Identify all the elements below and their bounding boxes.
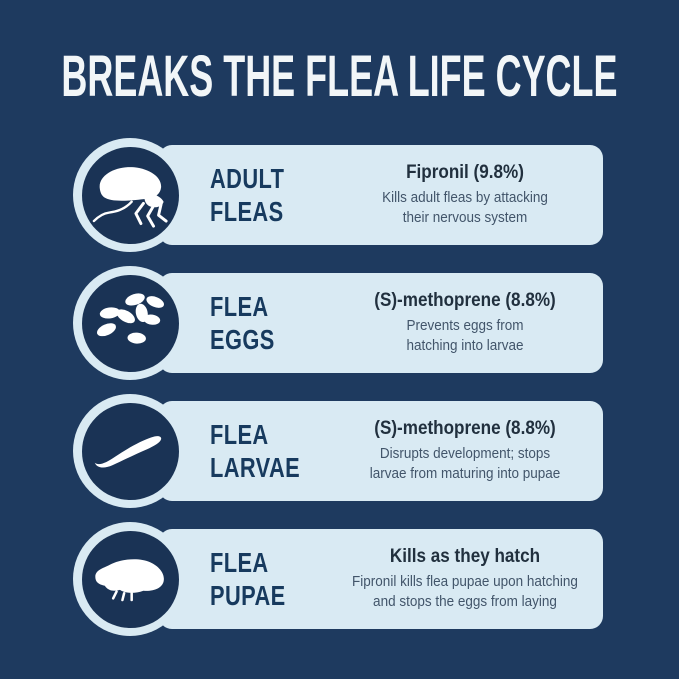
adult-flea-icon bbox=[92, 167, 168, 228]
row-description: (S)-methoprene (8.8%) Prevents eggs from… bbox=[330, 273, 600, 373]
label-line: LARVAE bbox=[210, 452, 301, 483]
flea-eggs-icon bbox=[97, 293, 164, 344]
row-card bbox=[159, 273, 603, 373]
header: BREAKS THE FLEA LIFE CYCLE bbox=[0, 48, 679, 106]
description-line: their nervous system bbox=[402, 209, 528, 227]
description-line: Kills adult fleas by attacking bbox=[382, 189, 548, 207]
ingredient-heading: Kills as they hatch bbox=[389, 546, 541, 568]
flea-larva-icon bbox=[94, 436, 162, 468]
label-line: FLEA bbox=[210, 418, 269, 450]
row-description: Kills as they hatch Fipronil kills flea … bbox=[330, 529, 600, 629]
row-label: FLEA PUPAE bbox=[210, 529, 286, 629]
description-line: and stops the eggs from laying bbox=[373, 593, 557, 611]
flea-eggs-badge bbox=[73, 266, 187, 380]
adult-flea-badge-inner bbox=[81, 146, 179, 244]
row-adult-fleas: ADULT FLEAS Fipronil (9.8%) Kills adult … bbox=[0, 138, 679, 252]
row-card bbox=[159, 529, 603, 629]
adult-flea-badge bbox=[73, 138, 187, 252]
row-flea-pupae: FLEA PUPAE Kills as they hatch Fipronil … bbox=[0, 522, 679, 636]
row-flea-larvae: FLEA LARVAE (S)-methoprene (8.8%) Disrup… bbox=[0, 394, 679, 508]
flea-pupa-icon bbox=[95, 559, 164, 602]
flea-larva-badge bbox=[73, 394, 187, 508]
description-line: hatching into larvae bbox=[406, 337, 524, 355]
flea-eggs-badge-inner bbox=[81, 274, 179, 372]
flea-larva-badge-inner bbox=[81, 402, 179, 500]
label-line: FLEA bbox=[210, 546, 269, 578]
ingredient-heading: Fipronil (9.8%) bbox=[406, 162, 524, 184]
row-description: (S)-methoprene (8.8%) Disrupts developme… bbox=[330, 401, 600, 501]
flea-pupa-badge bbox=[73, 522, 187, 636]
row-label: ADULT FLEAS bbox=[210, 145, 284, 245]
label-line: ADULT bbox=[210, 162, 285, 194]
description-line: Disrupts development; stops bbox=[379, 445, 551, 463]
label-line: EGGS bbox=[210, 324, 275, 355]
row-label: FLEA LARVAE bbox=[210, 401, 300, 501]
row-label: FLEA EGGS bbox=[210, 273, 275, 373]
row-flea-eggs: FLEA EGGS (S)-methoprene (8.8%) Prevents… bbox=[0, 266, 679, 380]
row-description: Fipronil (9.8%) Kills adult fleas by att… bbox=[330, 145, 600, 245]
label-line: PUPAE bbox=[210, 580, 286, 611]
row-card bbox=[159, 145, 603, 245]
page-title: BREAKS THE FLEA LIFE CYCLE bbox=[61, 44, 618, 109]
row-card bbox=[159, 401, 603, 501]
ingredient-heading: (S)-methoprene (8.8%) bbox=[374, 418, 556, 440]
label-line: FLEA bbox=[210, 290, 269, 322]
ingredient-heading: (S)-methoprene (8.8%) bbox=[374, 290, 556, 312]
description-line: Prevents eggs from bbox=[406, 317, 524, 335]
label-line: FLEAS bbox=[210, 196, 284, 227]
flea-pupa-badge-inner bbox=[81, 530, 179, 628]
description-line: larvae from maturing into pupae bbox=[369, 465, 561, 483]
description-line: Fipronil kills flea pupae upon hatching bbox=[352, 573, 578, 591]
